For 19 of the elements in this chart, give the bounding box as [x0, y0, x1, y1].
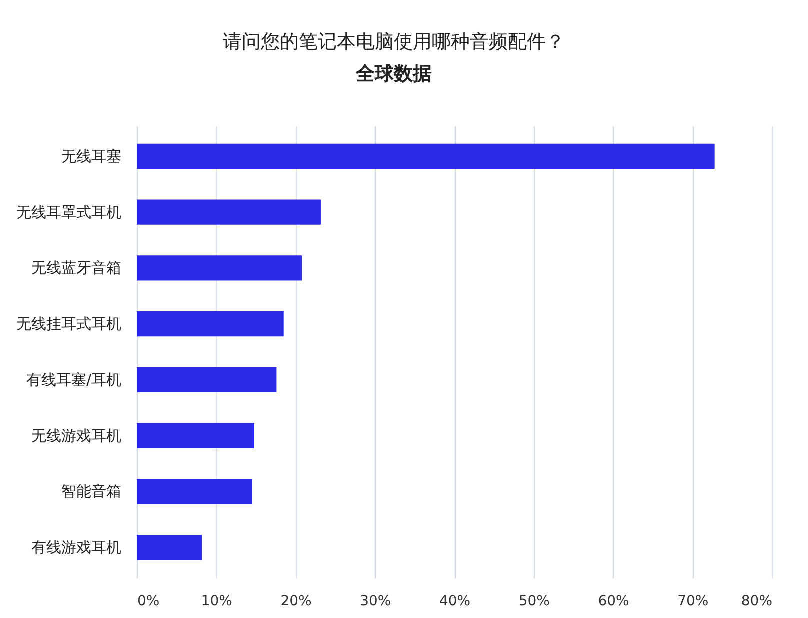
x-tick-label: 70% — [678, 594, 709, 610]
x-tick-label: 60% — [598, 594, 630, 610]
x-tick-label: 20% — [280, 594, 312, 610]
y-tick-label: 无线蓝牙音箱 — [32, 259, 122, 278]
chart-subtitle: 全球数据 — [355, 63, 432, 85]
y-tick-label: 无线耳罩式耳机 — [16, 203, 122, 222]
y-tick-label: 有线耳塞/耳机 — [26, 370, 122, 389]
chart-title: 请问您的笔记本电脑使用哪种音频配件？ — [223, 31, 565, 53]
x-tick-label: 30% — [360, 594, 392, 610]
y-tick-label: 无线游戏耳机 — [32, 426, 122, 445]
y-tick-label: 智能音箱 — [62, 482, 122, 501]
x-tick-label: 50% — [518, 594, 550, 610]
x-tick-label: 80% — [741, 594, 772, 610]
y-tick-label: 无线挂耳式耳机 — [16, 315, 122, 334]
x-tick-label: 0% — [138, 594, 160, 610]
y-tick-label: 无线耳塞 — [62, 147, 122, 166]
x-tick-label: 40% — [439, 594, 471, 610]
x-tick-label: 10% — [201, 594, 232, 610]
y-tick-label: 有线游戏耳机 — [32, 538, 122, 557]
